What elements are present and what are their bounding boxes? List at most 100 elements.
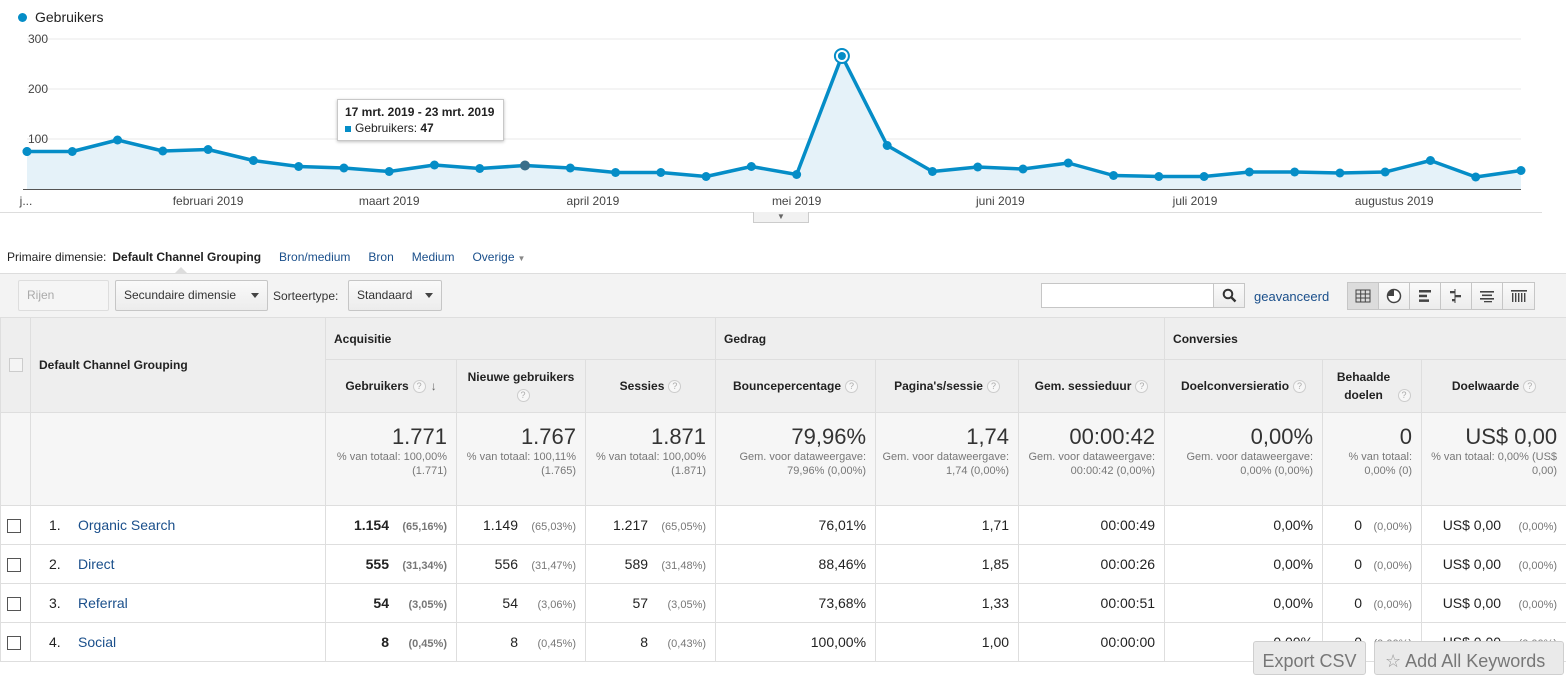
dimension-bron[interactable]: Bron: [368, 250, 393, 264]
conversion-rate-value: 0,00%: [1273, 595, 1313, 611]
row-index: 3.: [49, 595, 78, 611]
table-search-input[interactable]: [1041, 283, 1214, 308]
data-point: [1290, 168, 1299, 177]
primary-dimension-bar: Primaire dimensie: Default Channel Group…: [7, 250, 525, 264]
row-channel-link[interactable]: Direct: [78, 556, 115, 572]
row-dimension-cell: 2.Direct: [31, 545, 326, 584]
session-duration-value: 00:00:00: [1101, 634, 1156, 650]
hover-point: [520, 161, 530, 171]
row-checkbox[interactable]: [7, 519, 21, 533]
dimension-medium[interactable]: Medium: [412, 250, 455, 264]
table-row: 1.Organic Search 1.154(65,16%) 1.149(65,…: [1, 506, 1566, 545]
pivot-view-button[interactable]: [1503, 283, 1534, 309]
rows-button[interactable]: Rijen weergeven: [18, 280, 109, 311]
data-point: [973, 163, 982, 172]
term-cloud-view-button[interactable]: [1472, 283, 1503, 309]
pie-view-button[interactable]: [1379, 283, 1410, 309]
row-checkbox[interactable]: [7, 597, 21, 611]
bounce-cell: 76,01%: [716, 506, 876, 545]
tooltip-series-square-icon: [345, 126, 351, 132]
data-point: [838, 52, 846, 60]
search-button[interactable]: [1213, 283, 1245, 308]
bar-view-button[interactable]: [1410, 283, 1441, 309]
select-all-checkbox[interactable]: [9, 358, 23, 372]
dimension-overige[interactable]: Overige▼: [472, 250, 525, 264]
help-icon[interactable]: ?: [1293, 380, 1306, 393]
sort-type-value: Standaard: [357, 288, 412, 302]
col-header-nieuwe-gebruikers[interactable]: Nieuwe gebruikers?: [457, 360, 586, 413]
row-checkbox[interactable]: [7, 636, 21, 650]
help-icon[interactable]: ?: [413, 380, 426, 393]
row-index: 2.: [49, 556, 78, 572]
conversion-rate-cell: 0,00%: [1165, 506, 1323, 545]
row-channel-link[interactable]: Referral: [78, 595, 128, 611]
help-icon[interactable]: ?: [1398, 389, 1411, 402]
goal-value-percent: (0,00%): [1501, 560, 1557, 572]
sessions-cell: 57(3,05%): [586, 584, 716, 623]
col-header-label: Doelconversieratio: [1181, 379, 1289, 393]
total-value: US$ 0,00: [1428, 424, 1557, 450]
sessions-value: 8: [640, 634, 648, 650]
secondary-dimension-dropdown[interactable]: Secundaire dimensie: [115, 280, 268, 311]
add-all-keywords-button[interactable]: ☆ Add All Keywords: [1374, 641, 1564, 675]
col-header-sessies[interactable]: Sessies?: [586, 360, 716, 413]
help-icon[interactable]: ?: [1135, 380, 1148, 393]
session-duration-cell: 00:00:00: [1019, 623, 1165, 662]
help-icon[interactable]: ?: [845, 380, 858, 393]
goal-value-cell: US$ 0,00(0,00%): [1422, 584, 1566, 623]
table-view-button[interactable]: [1348, 283, 1379, 309]
col-header-doelconversieratio[interactable]: Doelconversieratio?: [1165, 360, 1323, 413]
new-users-value: 556: [495, 556, 518, 572]
row-checkbox[interactable]: [7, 558, 21, 572]
dimension-column-header[interactable]: Default Channel Grouping: [31, 318, 326, 413]
data-point: [1381, 168, 1390, 177]
row-channel-link[interactable]: Organic Search: [78, 517, 175, 533]
col-header-gem-sessieduur[interactable]: Gem. sessieduur?: [1019, 360, 1165, 413]
col-header-paginas-sessie[interactable]: Pagina's/sessie?: [876, 360, 1019, 413]
sessions-cell: 589(31,48%): [586, 545, 716, 584]
new-users-percent: (3,06%): [518, 599, 576, 611]
col-header-bouncepercentage[interactable]: Bouncepercentage?: [716, 360, 876, 413]
help-icon[interactable]: ?: [1523, 380, 1536, 393]
goals-cell: 0(0,00%): [1323, 584, 1422, 623]
sort-type-dropdown[interactable]: Standaard: [348, 280, 442, 311]
data-point: [113, 136, 122, 145]
data-point: [204, 145, 213, 154]
dimension-default-channel-grouping[interactable]: Default Channel Grouping: [112, 250, 261, 264]
row-select-cell: [1, 584, 31, 623]
export-csv-button[interactable]: Export CSV: [1253, 641, 1366, 675]
col-header-behaalde-doelen[interactable]: Behaalde doelen?: [1323, 360, 1422, 413]
pages-per-session-cell: 1,33: [876, 584, 1019, 623]
comparison-view-button[interactable]: [1441, 283, 1472, 309]
pie-view-icon: [1386, 288, 1402, 304]
star-icon: ☆: [1385, 651, 1401, 671]
row-dimension-cell: 1.Organic Search: [31, 506, 326, 545]
tooltip-metric-label: Gebruikers:: [355, 121, 417, 135]
behavior-group-header: Gedrag: [716, 318, 1165, 360]
chart-collapse-handle[interactable]: ▼: [753, 212, 809, 223]
col-header-gebruikers[interactable]: Gebruikers?↓: [326, 360, 457, 413]
pivot-view-icon: [1510, 289, 1528, 303]
term-cloud-view-icon: [1479, 289, 1495, 303]
chart-legend[interactable]: Gebruikers: [18, 9, 103, 25]
goals-value: 0: [1354, 517, 1362, 533]
row-select-cell: [1, 545, 31, 584]
sessions-percent: (0,43%): [648, 638, 706, 650]
data-point: [1109, 171, 1118, 180]
advanced-search-link[interactable]: geavanceerd: [1254, 289, 1329, 304]
new-users-percent: (0,45%): [518, 638, 576, 650]
col-header-doelwaarde[interactable]: Doelwaarde?: [1422, 360, 1566, 413]
caret-down-icon: [251, 293, 259, 298]
help-icon[interactable]: ?: [668, 380, 681, 393]
users-cell: 8(0,45%): [326, 623, 457, 662]
help-icon[interactable]: ?: [987, 380, 1000, 393]
row-channel-link[interactable]: Social: [78, 634, 116, 650]
help-icon[interactable]: ?: [517, 389, 530, 402]
dimension-bron-medium[interactable]: Bron/medium: [279, 250, 350, 264]
data-point: [294, 162, 303, 171]
sessions-percent: (65,05%): [648, 521, 706, 533]
col-header-label: Gebruikers: [345, 379, 408, 393]
y-tick-label: 200: [28, 82, 48, 96]
